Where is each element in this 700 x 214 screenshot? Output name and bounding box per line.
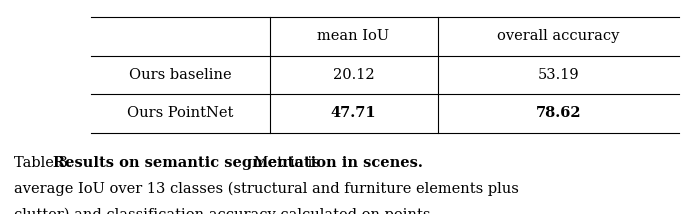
Text: 53.19: 53.19 [538, 68, 579, 82]
Text: clutter) and classification accuracy calculated on points.: clutter) and classification accuracy cal… [14, 208, 435, 214]
Text: Ours baseline: Ours baseline [129, 68, 232, 82]
Text: overall accuracy: overall accuracy [497, 29, 620, 43]
Text: Metric is: Metric is [249, 156, 320, 170]
Text: Results on semantic segmentation in scenes.: Results on semantic segmentation in scen… [53, 156, 423, 170]
Text: Ours PointNet: Ours PointNet [127, 106, 233, 120]
Text: 20.12: 20.12 [332, 68, 375, 82]
Text: 47.71: 47.71 [330, 106, 377, 120]
Text: Table 3.: Table 3. [14, 156, 77, 170]
Text: 78.62: 78.62 [536, 106, 581, 120]
Text: mean IoU: mean IoU [317, 29, 390, 43]
Text: average IoU over 13 classes (structural and furniture elements plus: average IoU over 13 classes (structural … [14, 182, 519, 196]
